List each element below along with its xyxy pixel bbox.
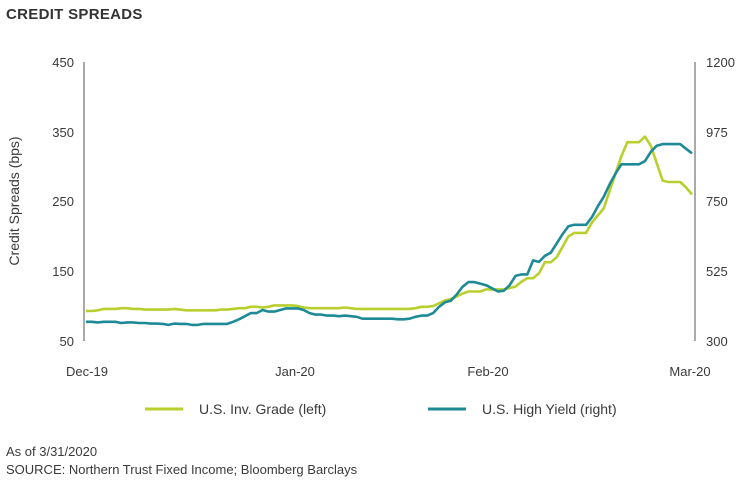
y-axis-title: Credit Spreads (bps) xyxy=(6,136,22,265)
right-tick-525: 525 xyxy=(706,264,728,279)
right-tick-300: 300 xyxy=(706,334,728,349)
as-of-note: As of 3/31/2020 xyxy=(6,444,98,459)
left-tick-350: 350 xyxy=(52,125,74,140)
x-tick-mar-20: Mar-20 xyxy=(669,364,710,379)
source-note: SOURCE: Northern Trust Fixed Income; Blo… xyxy=(6,462,358,477)
x-tick-dec-19: Dec-19 xyxy=(66,364,108,379)
series-line-inv-grade xyxy=(86,135,693,313)
left-tick-50: 50 xyxy=(60,334,74,349)
left-tick-150: 150 xyxy=(52,264,74,279)
left-tick-450: 450 xyxy=(52,55,74,70)
x-tick-feb-20: Feb-20 xyxy=(467,364,508,379)
series-line-high-yield xyxy=(86,142,693,327)
chart-title: CREDIT SPREADS xyxy=(6,6,143,23)
right-tick-1200: 1200 xyxy=(706,55,735,70)
x-tick-jan-20: Jan-20 xyxy=(275,364,315,379)
right-tick-750: 750 xyxy=(706,194,728,209)
legend-label-high-yield: U.S. High Yield (right) xyxy=(482,401,617,417)
right-tick-975: 975 xyxy=(706,125,728,140)
left-tick-250: 250 xyxy=(52,194,74,209)
legend-label-inv-grade: U.S. Inv. Grade (left) xyxy=(199,401,326,417)
